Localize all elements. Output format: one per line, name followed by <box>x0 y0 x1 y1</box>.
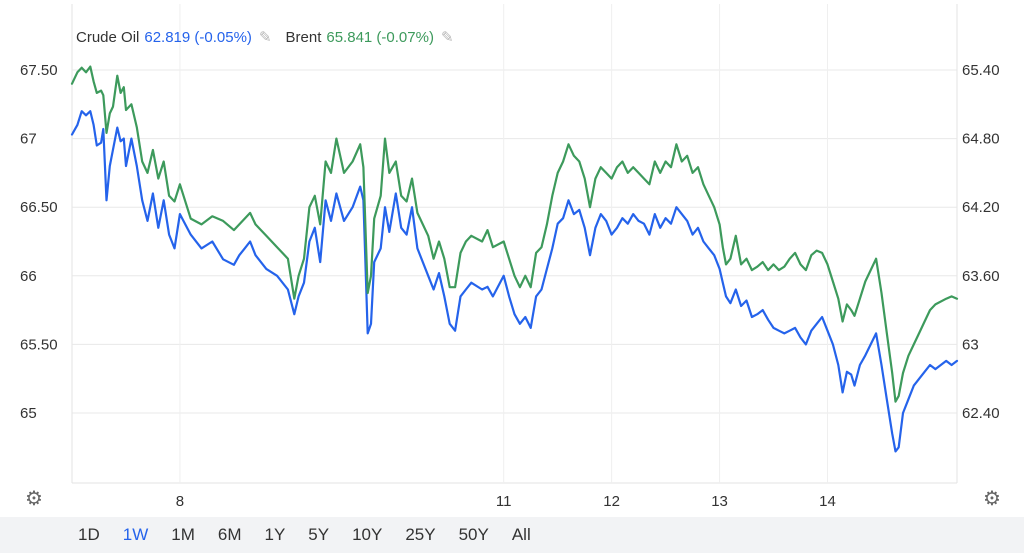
pencil-icon[interactable]: ✎ <box>258 29 272 46</box>
range-selector: 1D 1W 1M 6M 1Y 5Y 10Y 25Y 50Y All <box>0 517 1024 553</box>
right-tick-label: 65.40 <box>962 62 1000 79</box>
series-line-crude-oil <box>70 110 959 453</box>
range-button-50y[interactable]: 50Y <box>458 525 489 544</box>
legend-crude-name: Crude Oil <box>76 28 140 46</box>
right-tick-label: 64.80 <box>962 131 1000 148</box>
x-tick-label: 13 <box>711 493 728 510</box>
range-button-5y[interactable]: 5Y <box>308 525 330 544</box>
right-tick-label: 64.20 <box>962 199 1000 216</box>
x-tick-label: 12 <box>603 493 620 510</box>
left-settings-gear-icon[interactable]: ⚙ <box>25 488 43 510</box>
left-axis: 67.50 67 66.50 66 65.50 65 <box>20 62 58 422</box>
x-tick-label: 11 <box>496 493 512 510</box>
grid-layer <box>71 4 958 484</box>
x-tick-label: 8 <box>176 493 184 510</box>
chart-area[interactable]: 67.50 67 66.50 66 65.50 65 65.40 64.80 64.20 63.… <box>0 0 1024 517</box>
right-settings-gear-icon[interactable]: ⚙ <box>983 488 1001 510</box>
range-button-6m[interactable]: 6M <box>217 525 242 544</box>
line-chart: 67.50 67 66.50 66 65.50 65 65.40 64.80 64.20 63.… <box>20 4 1000 510</box>
right-axis: 65.40 64.80 64.20 63.60 63 62.40 <box>962 62 1000 422</box>
legend-crude-value: 62.819 (-0.05%) <box>144 28 252 46</box>
x-tick-label: 14 <box>819 493 836 510</box>
left-tick-label: 65 <box>20 405 37 422</box>
pencil-icon[interactable]: ✎ <box>440 29 454 46</box>
range-button-1w[interactable]: 1W <box>122 525 149 544</box>
left-tick-label: 65.50 <box>20 336 58 353</box>
right-tick-label: 63.60 <box>962 268 1000 285</box>
range-button-1d[interactable]: 1D <box>78 525 100 544</box>
range-button-25y[interactable]: 25Y <box>405 525 436 544</box>
range-button-1y[interactable]: 1Y <box>264 525 286 544</box>
legend-brent-name: Brent <box>285 28 322 46</box>
series-line-brent <box>70 65 959 403</box>
range-button-10y[interactable]: 10Y <box>352 525 383 544</box>
legend-brent-value: 65.841 (-0.07%) <box>326 28 434 46</box>
left-tick-label: 66 <box>20 268 37 285</box>
series-layer <box>70 65 959 453</box>
x-axis: 8 11 12 13 14 <box>176 493 836 510</box>
right-tick-label: 63 <box>962 336 979 353</box>
right-tick-label: 62.40 <box>962 405 1000 422</box>
range-button-1m[interactable]: 1M <box>171 525 195 544</box>
left-tick-label: 67 <box>20 131 37 148</box>
left-tick-label: 66.50 <box>20 199 58 216</box>
chart-legend: Crude Oil 62.819 (-0.05%) ✎ Brent 65.841… <box>76 28 468 47</box>
range-button-all[interactable]: All <box>511 525 531 544</box>
left-tick-label: 67.50 <box>20 62 58 79</box>
